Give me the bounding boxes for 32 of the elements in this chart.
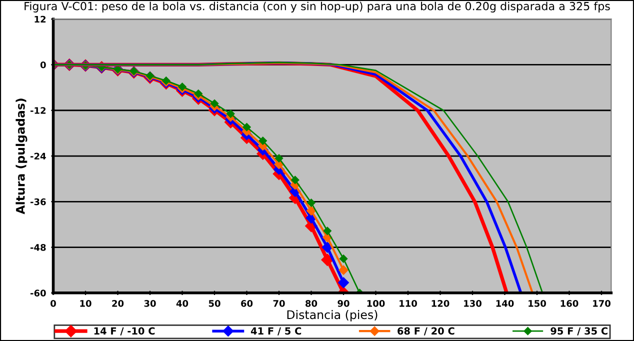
y-tick-label: -24 [30,152,46,160]
x-axis-title: Distancia (pies) [287,310,378,322]
y-tick-label: 0 [40,61,46,68]
x-tick-label: 70 [273,300,285,307]
y-tick-label: -36 [30,198,46,206]
legend-label: 14 F / -10 C [94,327,155,336]
y-axis-title: Altura (pulgadas) [16,98,28,214]
x-tick-label: 30 [144,300,156,307]
legend-label: 41 F / 5 C [250,327,302,336]
x-tick-label: 100 [367,300,385,307]
y-tick-label: 12 [34,16,46,23]
x-tick-label: 170 [593,300,610,307]
x-tick-label: 60 [241,300,253,307]
x-tick-label: 40 [176,300,188,307]
x-tick-label: 80 [306,300,318,307]
y-tick-label: -12 [30,107,46,114]
x-tick-label: 120 [432,300,450,307]
x-tick-label: 50 [208,300,220,307]
x-tick-label: 0 [50,300,56,307]
x-tick-label: 10 [80,300,92,307]
x-tick-label: 90 [338,300,350,307]
x-tick-label: 150 [528,300,546,307]
x-tick-label: 140 [496,300,514,307]
y-tick-label: -48 [30,244,46,251]
legend-label: 95 F / 35 C [550,327,608,336]
y-tick-label: -60 [30,290,46,296]
x-tick-label: 130 [464,300,482,307]
chart-title: Figura V-C01: peso de la bola vs. distancia (con y sin hop-up) para una bola de 0.20g disparada a 325 fps [24,2,610,12]
x-tick-label: 160 [560,300,578,307]
x-tick-label: 110 [400,300,417,307]
legend-label: 68 F / 20 C [398,327,454,336]
x-tick-label: 20 [112,300,124,307]
